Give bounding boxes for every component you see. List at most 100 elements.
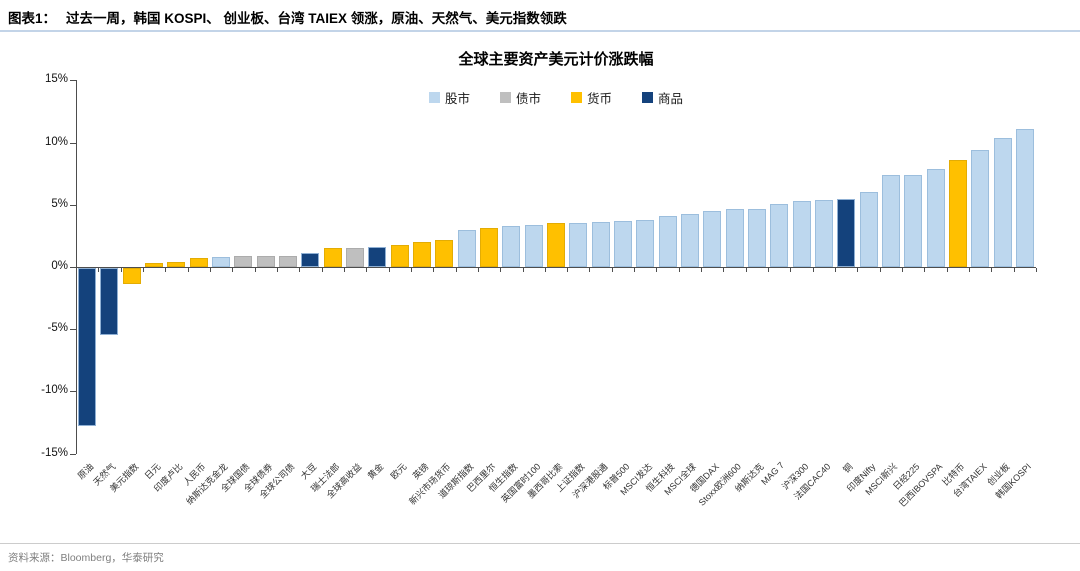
x-tick-mark (745, 268, 747, 272)
legend-item: 商品 (642, 88, 683, 107)
x-tick-mark (299, 268, 301, 272)
chart-bar-恒生科技 (658, 215, 677, 267)
y-axis-tick-label: 5% (51, 197, 68, 210)
x-axis-label: 欧元 (388, 461, 409, 481)
x-tick-mark (388, 268, 390, 272)
chart-bar-日元 (145, 263, 164, 267)
x-tick-mark (98, 268, 100, 272)
x-tick-mark (321, 268, 323, 272)
x-tick-mark (76, 268, 77, 272)
x-tick-mark (455, 268, 457, 272)
x-tick-mark (165, 268, 167, 272)
x-tick-mark (232, 268, 234, 272)
x-tick-mark (254, 268, 256, 272)
x-tick-mark (879, 268, 881, 272)
chart-bar-人民币 (189, 258, 208, 267)
chart-bar-标普500 (613, 220, 632, 267)
chart-bar-MSCI发达 (636, 219, 655, 267)
legend-label: 股市 (444, 92, 470, 106)
x-tick-mark (611, 268, 613, 272)
chart-bar-恒生指数 (502, 225, 521, 267)
y-tick-mark (70, 267, 76, 268)
chart-bar-铜 (837, 198, 856, 267)
chart-bar-MAG 7 (770, 203, 789, 267)
y-tick-mark (70, 80, 76, 82)
chart-bar-全球债券 (256, 255, 275, 267)
x-tick-mark (276, 268, 278, 272)
x-tick-mark (634, 268, 636, 272)
figure-header: 图表1： 过去一周，韩国 KOSPI、 创业板、台湾 TAIEX 领涨，原油、天然… (8, 7, 567, 27)
chart-bar-瑞士法郎 (323, 248, 342, 267)
chart-bar-印度Nifty (859, 192, 878, 267)
chart-bar-巴西里尔 (480, 228, 499, 267)
x-tick-mark (946, 268, 948, 272)
chart-bar-天然气 (100, 268, 119, 336)
chart-bar-原油 (78, 268, 97, 426)
chart-bar-上证指数 (569, 223, 588, 267)
chart-bar-黄金 (368, 247, 387, 267)
chart-bar-印度卢比 (167, 262, 186, 267)
x-tick-mark (723, 268, 725, 272)
chart-bar-沪深港股通 (591, 222, 610, 267)
y-axis-tick-label: -5% (47, 322, 68, 335)
chart-bar-纳斯达克金龙 (212, 257, 231, 267)
x-tick-mark (343, 268, 345, 272)
figure-label: 图表1： (8, 11, 57, 26)
legend-label: 商品 (658, 92, 684, 106)
legend-swatch (571, 92, 582, 103)
chart-bar-墨西哥比索 (547, 223, 565, 267)
chart-bar-创业板 (993, 137, 1012, 267)
chart-bar-比特币 (948, 160, 967, 267)
page-title: 过去一周，韩国 KOSPI、 创业板、台湾 TAIEX 领涨，原油、天然气、美元… (66, 11, 567, 26)
x-tick-mark (410, 268, 412, 272)
y-axis-tick-label: -15% (41, 446, 68, 459)
x-tick-mark (969, 268, 971, 272)
x-tick-mark (768, 268, 770, 272)
x-tick-mark (567, 268, 569, 272)
chart-bar-英镑 (413, 242, 432, 267)
x-tick-mark (366, 268, 368, 272)
chart-bar-纳斯达克 (747, 208, 766, 267)
legend-item: 货币 (571, 88, 612, 107)
chart-bar-韩国KOSPI (1015, 128, 1034, 267)
legend-label: 货币 (587, 92, 613, 106)
x-tick-mark (701, 268, 703, 272)
chart-bar-全球公司债 (279, 255, 298, 267)
y-tick-mark (70, 204, 76, 206)
chart-bar-道琼斯指数 (457, 229, 476, 267)
x-tick-mark (835, 268, 837, 272)
legend-item: 债市 (499, 88, 541, 107)
chart-bar-法国CAC40 (814, 199, 833, 267)
chart-legend: 股市 债市 货币 商品 (76, 88, 1036, 107)
x-axis-baseline (76, 267, 1036, 268)
legend-item: 股市 (428, 88, 470, 107)
x-tick-mark (1013, 268, 1015, 272)
x-tick-mark (902, 268, 904, 272)
y-axis-tick-label: -10% (41, 384, 68, 397)
x-tick-mark (500, 268, 502, 272)
x-tick-mark (790, 268, 792, 272)
chart-bar-美元指数 (122, 268, 141, 285)
x-tick-mark (142, 268, 144, 272)
legend-label: 债市 (515, 92, 541, 106)
x-tick-mark (656, 268, 658, 272)
x-axis-label: 黄金 (366, 461, 386, 481)
chart-bar-日经225 (904, 174, 923, 267)
x-tick-mark (812, 268, 814, 272)
x-tick-mark (544, 268, 546, 272)
y-tick-mark (70, 329, 76, 331)
chart-bar-Stoxx欧洲600 (725, 208, 744, 267)
footer-divider (0, 543, 1080, 544)
legend-swatch (499, 92, 511, 103)
legend-swatch (642, 92, 654, 103)
chart-bar-大豆 (301, 253, 320, 267)
x-tick-mark (120, 268, 122, 272)
x-tick-mark (1036, 268, 1037, 272)
y-tick-mark (70, 391, 76, 393)
x-tick-mark (991, 268, 993, 272)
chart-bar-全球国债 (234, 255, 253, 267)
chart-bar-MSCI新兴 (881, 174, 900, 267)
x-tick-mark (589, 268, 591, 272)
chart-bar-英国富时100 (524, 224, 543, 267)
